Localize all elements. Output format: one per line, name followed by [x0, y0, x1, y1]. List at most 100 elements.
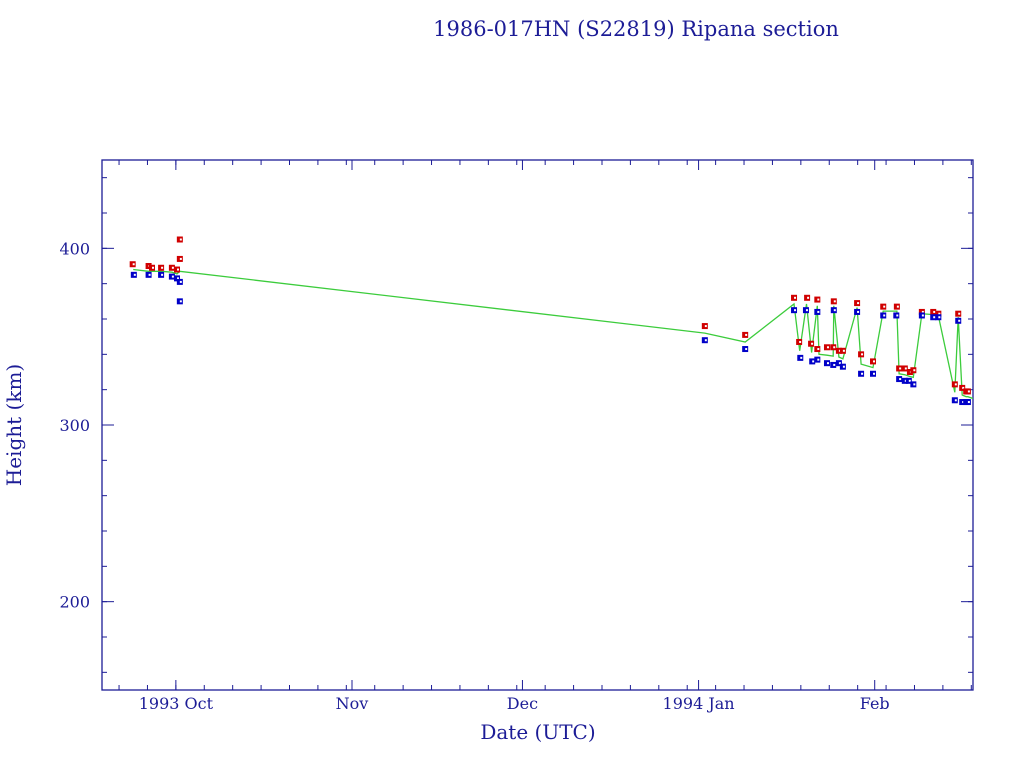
apogee-marker-notch — [883, 305, 886, 308]
apogee-point — [901, 365, 908, 372]
mean-line-layer — [133, 268, 974, 400]
apogee-marker-notch — [179, 238, 182, 241]
apogee-point — [701, 323, 708, 330]
chart-title: 1986-017HN (S22819) Ripana section — [433, 17, 839, 41]
apogee-marker-notch — [132, 263, 135, 266]
perigee-marker-notch — [896, 314, 899, 317]
apogee-marker-notch — [833, 300, 836, 303]
perigee-point — [870, 370, 877, 377]
perigee-marker-notch — [958, 319, 961, 322]
perigee-point — [951, 397, 958, 404]
perigee-marker-notch — [794, 309, 797, 312]
apogee-marker-notch — [921, 310, 924, 313]
perigee-point — [168, 273, 175, 280]
apogee-point — [791, 294, 798, 301]
apogee-point — [796, 338, 803, 345]
apogee-point — [935, 310, 942, 317]
perigee-point — [880, 312, 887, 319]
perigee-marker-notch — [842, 365, 845, 368]
perigee-point — [964, 399, 971, 406]
apogee-marker-notch — [833, 346, 836, 349]
x-tick-label: 1993 Oct — [139, 694, 214, 713]
perigee-point — [839, 363, 846, 370]
perigee-point — [835, 360, 842, 367]
apogee-marker-notch — [967, 390, 970, 393]
apogee-point — [910, 367, 917, 374]
perigee-marker-notch — [800, 356, 803, 359]
apogee-point — [173, 266, 180, 273]
plot-frame — [101, 159, 974, 691]
apogee-point — [823, 344, 830, 351]
apogee-marker-notch — [933, 310, 936, 313]
ticks — [102, 160, 973, 690]
perigee-point — [173, 275, 180, 282]
apogee-point — [168, 264, 175, 271]
apogee-marker-notch — [745, 333, 748, 336]
apogee-point — [808, 340, 815, 347]
apogee-point — [955, 310, 962, 317]
apogee-marker-notch — [896, 305, 899, 308]
apogee-marker-notch — [857, 302, 860, 305]
perigee-marker-notch — [873, 372, 876, 375]
x-tick-label: 1994 Jan — [663, 694, 735, 713]
apogee-point — [893, 303, 900, 310]
perigee-point — [742, 346, 749, 353]
perigee-point — [176, 278, 183, 285]
x-tick-label: Dec — [507, 694, 538, 713]
apogee-marker-notch — [817, 298, 820, 301]
apogee-marker-notch — [811, 342, 814, 345]
apogee-marker-notch — [913, 369, 916, 372]
perigee-point — [158, 271, 165, 278]
perigee-marker-notch — [826, 362, 829, 365]
perigee-marker-notch — [148, 273, 151, 276]
perigee-point — [809, 358, 816, 365]
perigee-marker-notch — [838, 362, 841, 365]
perigee-marker-notch — [704, 339, 707, 342]
apogee-point — [804, 294, 811, 301]
perigee-marker-notch — [861, 372, 864, 375]
perigee-marker-notch — [954, 399, 957, 402]
perigee-marker-notch — [883, 314, 886, 317]
perigee-point — [701, 337, 708, 344]
perigee-marker-notch — [908, 379, 911, 382]
axes — [101, 159, 974, 691]
perigee-point — [791, 307, 798, 314]
perigee-point — [905, 377, 912, 384]
apogee-marker-notch — [179, 257, 182, 260]
perigee-point — [176, 298, 183, 305]
perigee-point — [830, 307, 837, 314]
apogee-point — [918, 308, 925, 315]
apogee-marker-notch — [799, 340, 802, 343]
apogee-point — [896, 365, 903, 372]
apogee-point — [176, 236, 183, 243]
perigee-marker-notch — [913, 383, 916, 386]
perigee-marker-notch — [933, 316, 936, 319]
perigee-point — [955, 317, 962, 324]
perigee-marker-notch — [179, 280, 182, 283]
apogee-point — [830, 298, 837, 305]
apogee-marker-notch — [151, 266, 154, 269]
tick-labels: 1993 Oct Nov Dec 1994 Jan Feb 200 300 400 — [59, 239, 889, 713]
y-tick-label: 300 — [59, 416, 90, 435]
apogee-marker-notch — [817, 348, 820, 351]
perigee-point — [814, 308, 821, 315]
apogee-point — [814, 346, 821, 353]
apogee-marker-notch — [826, 346, 829, 349]
perigee-marker-notch — [812, 360, 815, 363]
perigee-marker-notch — [857, 310, 860, 313]
perigee-marker-notch — [179, 300, 182, 303]
apogee-marker-notch — [958, 312, 961, 315]
perigee-marker-notch — [171, 275, 174, 278]
perigee-point — [145, 271, 152, 278]
apogee-point — [129, 261, 136, 268]
perigee-marker-notch — [833, 363, 836, 366]
perigee-marker-notch — [921, 314, 924, 317]
perigee-point — [896, 376, 903, 383]
apogee-point — [880, 303, 887, 310]
apogee-marker-notch — [807, 296, 810, 299]
apogee-point — [814, 296, 821, 303]
y-tick-label: 200 — [59, 593, 90, 612]
perigee-marker-notch — [817, 358, 820, 361]
apogee-marker-notch — [861, 353, 864, 356]
